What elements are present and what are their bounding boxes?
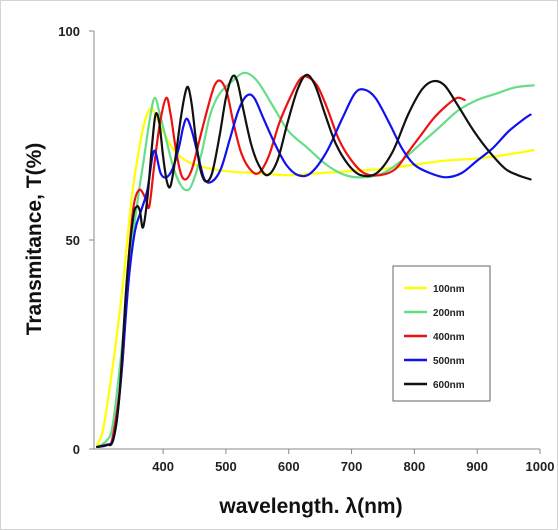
x-tick-label: 600 bbox=[278, 459, 300, 474]
legend-items: 100nm 200nm 400nm 500nm 600nm bbox=[404, 284, 465, 391]
legend-label-400nm: 400nm bbox=[433, 332, 465, 343]
y-ticks: 0 50 100 bbox=[58, 24, 94, 457]
x-tick-label: 1000 bbox=[526, 459, 555, 474]
legend-label-200nm: 200nm bbox=[433, 308, 465, 319]
series-line-600nm bbox=[96, 73, 532, 449]
y-tick-label: 0 bbox=[73, 442, 80, 457]
x-ticks: 400 500 600 700 800 900 1000 bbox=[152, 449, 554, 474]
x-tick-label: 800 bbox=[404, 459, 426, 474]
y-tick-label: 100 bbox=[58, 24, 80, 39]
legend: 100nm 200nm 400nm 500nm 600nm bbox=[392, 265, 491, 402]
series-lines bbox=[96, 71, 535, 449]
y-tick-label: 50 bbox=[66, 233, 80, 248]
x-tick-label: 700 bbox=[341, 459, 363, 474]
legend-label-100nm: 100nm bbox=[433, 284, 465, 295]
series-line-200nm bbox=[96, 71, 535, 449]
x-tick-label: 900 bbox=[466, 459, 488, 474]
legend-label-600nm: 600nm bbox=[433, 380, 465, 391]
x-tick-label: 400 bbox=[152, 459, 174, 474]
y-axis-title: Transmitance, T(%) bbox=[23, 143, 46, 336]
legend-label-500nm: 500nm bbox=[433, 356, 465, 367]
x-axis-title: wavelength. λ(nm) bbox=[218, 495, 402, 518]
x-tick-label: 500 bbox=[215, 459, 237, 474]
